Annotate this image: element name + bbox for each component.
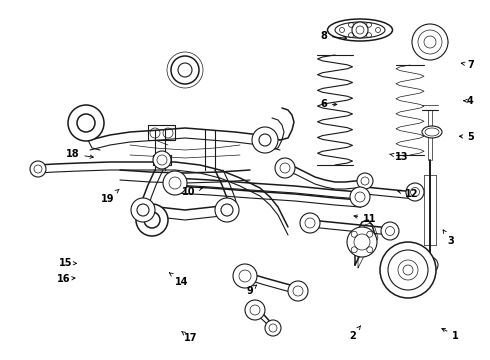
Text: 7: 7 [461, 60, 474, 70]
Circle shape [68, 105, 104, 141]
Text: 15: 15 [59, 258, 76, 268]
Text: 10: 10 [182, 186, 202, 197]
Circle shape [30, 161, 46, 177]
Text: 17: 17 [182, 332, 198, 343]
Circle shape [245, 300, 265, 320]
Circle shape [300, 213, 320, 233]
Circle shape [347, 227, 377, 257]
Circle shape [388, 250, 428, 290]
Circle shape [398, 260, 418, 280]
Circle shape [352, 22, 368, 38]
Ellipse shape [327, 19, 392, 41]
Circle shape [350, 187, 370, 207]
Ellipse shape [335, 22, 385, 38]
Text: 11: 11 [354, 214, 377, 224]
Circle shape [163, 171, 187, 195]
Text: 9: 9 [246, 285, 257, 296]
Text: 4: 4 [464, 96, 474, 106]
Text: 19: 19 [101, 189, 119, 204]
Circle shape [137, 204, 149, 216]
Circle shape [418, 30, 442, 54]
Circle shape [412, 24, 448, 60]
Circle shape [131, 198, 155, 222]
Circle shape [357, 173, 373, 189]
Circle shape [136, 204, 168, 236]
Circle shape [275, 158, 295, 178]
Ellipse shape [422, 126, 442, 138]
Circle shape [381, 222, 399, 240]
Text: 5: 5 [460, 132, 474, 142]
Circle shape [259, 134, 271, 146]
Text: 1: 1 [442, 329, 459, 341]
Circle shape [265, 320, 281, 336]
Text: 13: 13 [390, 152, 409, 162]
Circle shape [221, 204, 233, 216]
Circle shape [153, 151, 171, 169]
Circle shape [380, 242, 436, 298]
Circle shape [233, 264, 257, 288]
Circle shape [406, 183, 424, 201]
Text: 3: 3 [443, 230, 454, 246]
Circle shape [215, 198, 239, 222]
Circle shape [144, 212, 160, 228]
Circle shape [422, 257, 438, 273]
Circle shape [77, 114, 95, 132]
Text: 8: 8 [320, 31, 346, 41]
Text: 12: 12 [398, 189, 418, 199]
Text: 18: 18 [66, 149, 94, 159]
Text: 6: 6 [320, 99, 337, 109]
Text: 16: 16 [57, 274, 75, 284]
Circle shape [288, 281, 308, 301]
Ellipse shape [425, 128, 439, 136]
Circle shape [252, 127, 278, 153]
Text: 14: 14 [170, 273, 188, 287]
Circle shape [171, 56, 199, 84]
Text: 2: 2 [349, 326, 361, 341]
